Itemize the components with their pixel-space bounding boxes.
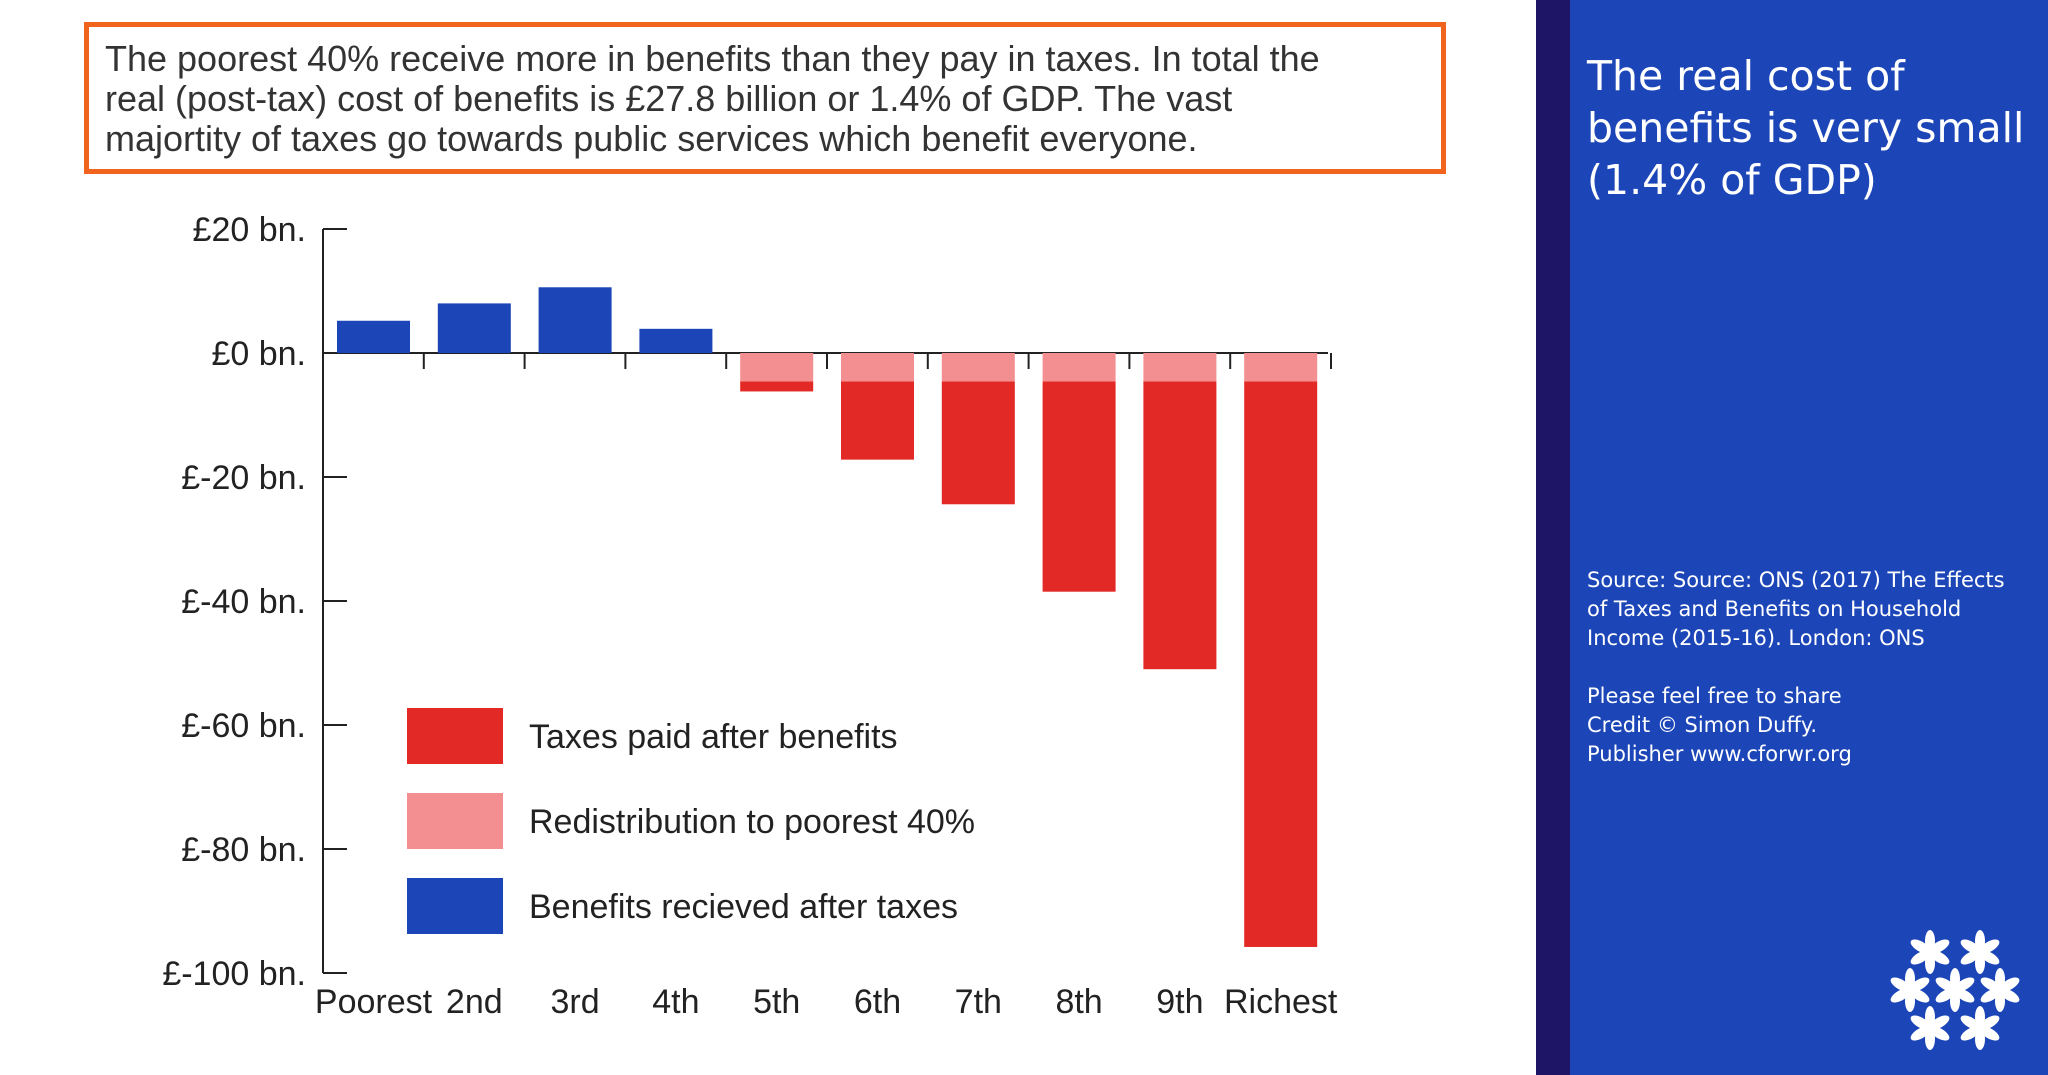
callout-line: real (post-tax) cost of benefits is £27.… [105,78,1233,119]
legend-label: Taxes paid after benefits [529,718,898,756]
logo-petal [1960,1015,1981,1030]
flower-logo-icon [1890,930,2020,1050]
logo-petal [1954,988,1975,1003]
x-tick-label: 6th [854,983,901,1021]
logo-petal [1979,939,2000,954]
logo-petal [1929,939,1950,954]
x-tick-label: 5th [753,983,800,1021]
source-line: Income (2015-16). London: ONS [1587,626,1925,650]
bar-benefits-recieved-after-taxes [639,328,713,353]
bar-redistribution-to-poorest-40- [740,353,814,382]
logo-petal [1890,977,1911,992]
sidebar-panel: The real cost of benefits is very small … [1570,0,2048,1075]
legend-swatch [407,793,503,849]
credit-note: Please feel free to share Credit © Simon… [1587,682,2037,769]
bar-taxes-paid-after-benefits [740,381,814,392]
x-tick-label: Poorest [315,983,433,1021]
logo-petal [1960,950,1981,965]
bar-taxes-paid-after-benefits [841,381,914,460]
y-tick-label: £-20 bn. [181,459,306,497]
credit-line: Please feel free to share [1587,684,1842,708]
logo-petal [1960,939,1981,954]
sidebar-accent-band [1536,0,1570,1075]
y-tick-label: £-80 bn. [181,831,306,869]
logo-petal [1910,1015,1931,1030]
logo-petal [1910,1026,1931,1041]
source-line: Source: Source: ONS (2017) The Effects [1587,568,2005,592]
x-tick-label: 7th [955,983,1002,1021]
logo-petal [1929,1026,1950,1041]
title-line: The real cost of [1587,52,1905,100]
bar-taxes-paid-after-benefits [1244,381,1318,947]
bar-chart: £20 bn. £0 bn. £-20 bn. £-40 bn. £-60 bn. £-8… [162,211,1338,1021]
logo-petal [1910,950,1931,965]
bar-taxes-paid-after-benefits [1042,381,1116,592]
y-tick-label: £-100 bn. [162,955,306,993]
logo-petal [1980,988,2001,1003]
bar-redistribution-to-poorest-40- [1143,353,1217,382]
callout-line: majortity of taxes go towards public ser… [105,118,1198,159]
logo-petal [1960,1026,1981,1041]
logo-petal [1929,1015,1950,1030]
bar-benefits-recieved-after-taxes [538,287,612,353]
bar-taxes-paid-after-benefits [941,381,1015,505]
callout-line: The poorest 40% receive more in benefits… [105,38,1320,79]
y-tick-label: £20 bn. [193,211,306,249]
summary-callout: The poorest 40% receive more in benefits… [84,22,1446,174]
logo-petal [1909,988,1930,1003]
sidebar-title: The real cost of benefits is very small … [1587,50,2037,206]
bar-redistribution-to-poorest-40- [841,353,914,382]
logo-petal [1910,939,1931,954]
legend-label: Benefits recieved after taxes [529,888,958,926]
logo-petal [1999,977,2020,992]
x-tick-label: 8th [1055,983,1102,1021]
logo-petal [1979,1026,2000,1041]
logo-petal [1935,977,1956,992]
y-tick-label: £-40 bn. [181,583,306,621]
logo-petal [1979,950,2000,965]
legend-swatch [407,878,503,934]
source-note: Source: Source: ONS (2017) The Effects o… [1587,566,2037,653]
x-tick-label: 9th [1156,983,1203,1021]
bar-taxes-paid-after-benefits [1143,381,1217,670]
x-tick-label: 4th [652,983,699,1021]
bar-redistribution-to-poorest-40- [1042,353,1116,382]
y-tick-label: £-60 bn. [181,707,306,745]
x-tick-label: Richest [1224,983,1338,1021]
logo-petal [1909,977,1930,992]
logo-petal [1979,1015,2000,1030]
y-tick-label: £0 bn. [211,335,306,373]
credit-line: Publisher www.cforwr.org [1587,742,1852,766]
legend-swatch [407,708,503,764]
bar-benefits-recieved-after-taxes [437,303,511,353]
x-tick-label: 2nd [446,983,503,1021]
legend-label: Redistribution to poorest 40% [529,803,975,841]
bar-benefits-recieved-after-taxes [337,320,410,353]
title-line: (1.4% of GDP) [1587,156,1877,204]
logo-petal [1890,988,1911,1003]
logo-petal [1999,988,2020,1003]
title-line: benefits is very small [1587,104,2025,152]
bar-redistribution-to-poorest-40- [941,353,1015,382]
logo-petal [1935,988,1956,1003]
logo-petal [1929,950,1950,965]
bar-redistribution-to-poorest-40- [1244,353,1318,382]
logo-petal [1954,977,1975,992]
credit-line: Credit © Simon Duffy. [1587,713,1818,737]
x-tick-label: 3rd [551,983,600,1021]
source-line: of Taxes and Benefits on Household [1587,597,1962,621]
logo-petal [1980,977,2001,992]
